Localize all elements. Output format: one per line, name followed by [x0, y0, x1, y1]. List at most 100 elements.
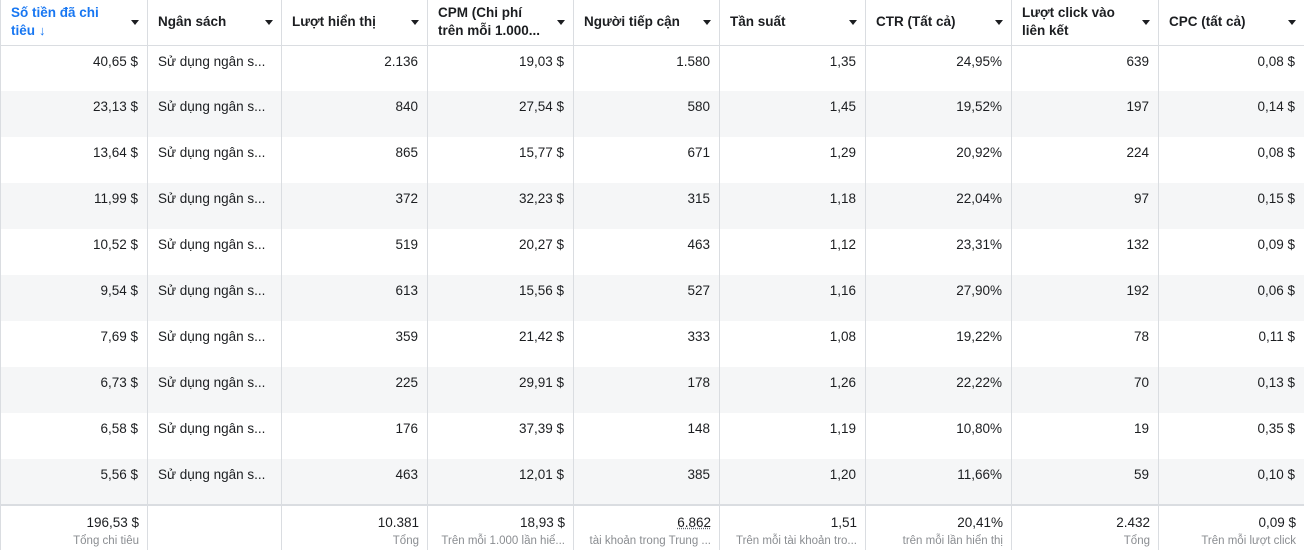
column-header-label: CPM (Chi phí trên mỗi 1.000...	[438, 4, 551, 40]
amount-spent-cell: 5,56 $	[1, 459, 148, 505]
frequency-cell: 1,16	[720, 275, 866, 321]
column-header-amount-spent[interactable]: Số tiền đã chi tiêu↓	[1, 0, 148, 45]
column-header-label: CTR (Tất cả)	[876, 13, 956, 31]
chevron-down-icon[interactable]	[265, 20, 273, 25]
budget-cell[interactable]: Sử dụng ngân s...	[148, 321, 282, 367]
total-value[interactable]: 6.862	[582, 515, 711, 531]
total-value: 0,09 $	[1167, 515, 1296, 531]
total-sublabel: Trên mỗi 1.000 lần hiể...	[436, 533, 565, 549]
budget-cell[interactable]: Sử dụng ngân s...	[148, 367, 282, 413]
impressions-cell: 865	[282, 137, 428, 183]
reach-cell: 580	[574, 91, 720, 137]
column-header-cpc[interactable]: CPC (tất cả)	[1159, 0, 1304, 45]
budget-cell[interactable]: Sử dụng ngân s...	[148, 459, 282, 505]
column-header-label: Lượt hiển thị	[292, 13, 376, 31]
amount-spent-cell: 7,69 $	[1, 321, 148, 367]
budget-cell[interactable]: Sử dụng ngân s...	[148, 229, 282, 275]
link-clicks-cell: 78	[1012, 321, 1159, 367]
reach-cell: 333	[574, 321, 720, 367]
cpc-cell: 0,15 $	[1159, 183, 1304, 229]
column-header-link-clicks[interactable]: Lượt click vào liên kết	[1012, 0, 1159, 45]
cpc-cell: 0,10 $	[1159, 459, 1304, 505]
chevron-down-icon[interactable]	[1142, 20, 1150, 25]
column-header-label: Người tiếp cận	[584, 13, 680, 31]
column-header-label: Lượt click vào liên kết	[1022, 4, 1136, 40]
cpm-cell: 12,01 $	[428, 459, 574, 505]
chevron-down-icon[interactable]	[849, 20, 857, 25]
amount-spent-cell: 13,64 $	[1, 137, 148, 183]
column-header-budget[interactable]: Ngân sách	[148, 0, 282, 45]
column-header-label: Tần suất	[730, 13, 786, 31]
chevron-down-icon[interactable]	[557, 20, 565, 25]
total-sublabel: trên mỗi lần hiển thị	[874, 533, 1003, 549]
link-clicks-cell: 59	[1012, 459, 1159, 505]
amount-spent-cell: 40,65 $	[1, 45, 148, 91]
budget-cell[interactable]: Sử dụng ngân s...	[148, 413, 282, 459]
column-header-impressions[interactable]: Lượt hiển thị	[282, 0, 428, 45]
reach-cell: 463	[574, 229, 720, 275]
cpc-cell: 0,08 $	[1159, 137, 1304, 183]
total-reach-cell: 6.862 tài khoản trong Trung ...	[574, 505, 720, 550]
total-value: 196,53 $	[9, 515, 139, 531]
cpm-cell: 27,54 $	[428, 91, 574, 137]
reach-cell: 315	[574, 183, 720, 229]
total-value: 2.432	[1020, 515, 1150, 531]
cpm-cell: 21,42 $	[428, 321, 574, 367]
chevron-down-icon[interactable]	[131, 20, 139, 25]
impressions-cell: 225	[282, 367, 428, 413]
link-clicks-cell: 192	[1012, 275, 1159, 321]
column-header-cpm[interactable]: CPM (Chi phí trên mỗi 1.000...	[428, 0, 574, 45]
frequency-cell: 1,18	[720, 183, 866, 229]
budget-cell[interactable]: Sử dụng ngân s...	[148, 91, 282, 137]
column-header-ctr[interactable]: CTR (Tất cả)	[866, 0, 1012, 45]
ctr-cell: 22,22%	[866, 367, 1012, 413]
total-cpc-cell: 0,09 $Trên mỗi lượt click	[1159, 505, 1304, 550]
sort-down-arrow-icon[interactable]: ↓	[39, 23, 46, 38]
total-value: 10.381	[290, 515, 419, 531]
cpm-cell: 19,03 $	[428, 45, 574, 91]
frequency-cell: 1,08	[720, 321, 866, 367]
frequency-cell: 1,19	[720, 413, 866, 459]
chevron-down-icon[interactable]	[411, 20, 419, 25]
frequency-cell: 1,29	[720, 137, 866, 183]
link-clicks-cell: 224	[1012, 137, 1159, 183]
total-impressions-cell: 10.381 Tổng	[282, 505, 428, 550]
budget-cell[interactable]: Sử dụng ngân s...	[148, 275, 282, 321]
amount-spent-cell: 9,54 $	[1, 275, 148, 321]
budget-cell[interactable]: Sử dụng ngân s...	[148, 137, 282, 183]
ctr-cell: 27,90%	[866, 275, 1012, 321]
total-sublabel: tài khoản trong Trung ...	[582, 533, 711, 549]
amount-spent-cell: 10,52 $	[1, 229, 148, 275]
impressions-cell: 372	[282, 183, 428, 229]
chevron-down-icon[interactable]	[1288, 20, 1296, 25]
impressions-cell: 613	[282, 275, 428, 321]
impressions-cell: 519	[282, 229, 428, 275]
frequency-cell: 1,20	[720, 459, 866, 505]
cpc-cell: 0,13 $	[1159, 367, 1304, 413]
total-value: 20,41%	[874, 515, 1003, 531]
link-clicks-cell: 97	[1012, 183, 1159, 229]
budget-cell[interactable]: Sử dụng ngân s...	[148, 45, 282, 91]
column-header-frequency[interactable]: Tần suất	[720, 0, 866, 45]
chevron-down-icon[interactable]	[995, 20, 1003, 25]
cpm-cell: 20,27 $	[428, 229, 574, 275]
total-sublabel: Tổng	[290, 533, 419, 549]
column-header-reach[interactable]: Người tiếp cận	[574, 0, 720, 45]
impressions-cell: 176	[282, 413, 428, 459]
budget-cell[interactable]: Sử dụng ngân s...	[148, 183, 282, 229]
total-value: 1,51	[728, 515, 857, 531]
chevron-down-icon[interactable]	[703, 20, 711, 25]
